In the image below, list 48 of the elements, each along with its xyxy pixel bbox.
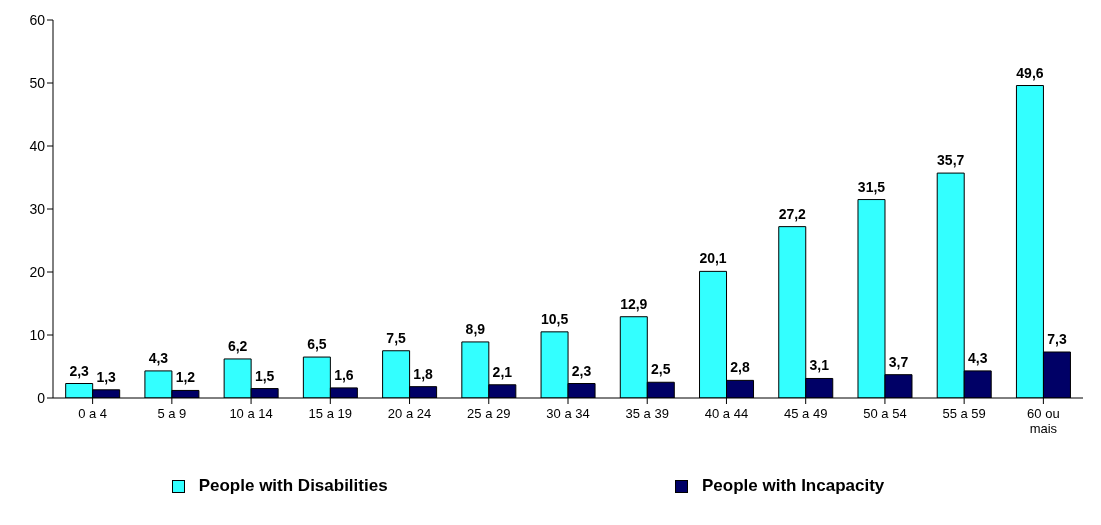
y-tick-label: 60 xyxy=(29,11,46,28)
x-tick-label: 20 a 24 xyxy=(387,406,432,421)
data-label: 2,3 xyxy=(69,362,90,379)
x-tick-label: 45 a 49 xyxy=(784,406,828,421)
x-tick-label: 35 a 39 xyxy=(625,406,669,421)
data-label: 4,3 xyxy=(967,349,988,366)
data-label: 6,5 xyxy=(307,336,327,353)
x-tick-label: 40 a 44 xyxy=(704,406,749,421)
data-label: 2,8 xyxy=(730,359,750,376)
y-tick-label: 20 xyxy=(29,263,46,280)
data-label: 27,2 xyxy=(778,205,807,222)
y-tick-label: 50 xyxy=(29,74,46,91)
data-label: 3,7 xyxy=(888,353,909,370)
data-label: 2,5 xyxy=(651,361,671,378)
data-label: 1,2 xyxy=(175,369,196,386)
data-label: 2,1 xyxy=(492,363,513,380)
data-label: 6,2 xyxy=(227,337,248,354)
y-tick-label: 0 xyxy=(37,389,46,406)
legend-label: People with Disabilities xyxy=(198,476,388,496)
data-label: 8,9 xyxy=(465,320,486,337)
data-label: 4,3 xyxy=(148,349,169,366)
x-tick-label: 55 a 59 xyxy=(942,406,986,421)
x-tick-label: 60 ou mais xyxy=(1027,406,1060,436)
legend-label: People with Incapacity xyxy=(701,476,885,496)
data-label: 31,5 xyxy=(857,178,886,195)
x-tick-label: 30 a 34 xyxy=(546,406,590,421)
data-label: 2,3 xyxy=(571,362,592,379)
data-label: 49,6 xyxy=(1016,64,1044,81)
data-label: 1,6 xyxy=(334,366,354,383)
data-label: 35,7 xyxy=(937,152,965,169)
x-tick-label: 10 a 14 xyxy=(229,406,273,421)
data-label: 12,9 xyxy=(620,295,648,312)
data-label: 1,3 xyxy=(96,368,117,385)
data-label: 7,3 xyxy=(1047,331,1067,348)
data-label: 1,8 xyxy=(413,365,434,382)
data-label: 10,5 xyxy=(540,310,569,327)
y-tick-label: 40 xyxy=(29,137,46,154)
x-tick-label: 5 a 9 xyxy=(157,406,187,421)
y-tick-label: 30 xyxy=(29,200,46,217)
data-label: 1,5 xyxy=(254,367,275,384)
x-tick-label: 15 a 19 xyxy=(308,406,352,421)
y-tick-label: 10 xyxy=(29,326,46,343)
x-tick-label: 50 a 54 xyxy=(863,406,907,421)
data-label: 7,5 xyxy=(386,329,407,346)
x-tick-label: 25 a 29 xyxy=(467,406,511,421)
data-label: 20,1 xyxy=(699,250,727,267)
x-tick-label: 0 a 4 xyxy=(78,406,108,421)
data-label: 3,1 xyxy=(809,357,830,374)
